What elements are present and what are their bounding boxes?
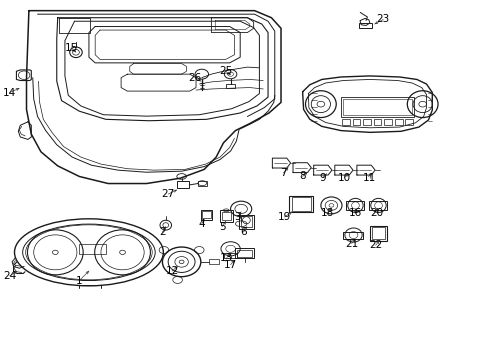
Bar [177,181,189,188]
Text: 5: 5 [219,221,226,231]
Bar [209,259,219,264]
Bar [241,216,252,227]
Bar [239,215,254,229]
Text: 24: 24 [3,271,16,281]
Text: 18: 18 [321,208,334,218]
Bar [343,231,363,239]
Bar [235,248,254,258]
Bar [342,119,350,125]
Text: 19: 19 [278,212,291,222]
Text: 20: 20 [370,208,384,218]
Text: 27: 27 [162,189,175,199]
Text: 16: 16 [349,208,362,218]
Bar [346,201,364,210]
Bar [220,210,233,222]
Bar [222,212,231,220]
Bar [237,249,252,257]
Bar [292,197,311,211]
Bar [226,84,235,88]
Bar [353,119,360,125]
Text: 22: 22 [369,240,382,250]
Bar [224,253,237,258]
Bar [343,99,412,116]
Bar [202,211,211,219]
Text: 14: 14 [3,87,16,98]
Bar [289,195,313,212]
Text: 11: 11 [363,172,376,183]
Bar [363,119,371,125]
Text: 17: 17 [224,260,237,270]
Text: 2: 2 [159,227,166,237]
Bar [198,181,207,186]
Text: 13: 13 [220,253,233,262]
Text: 6: 6 [240,227,247,237]
Bar [369,201,387,210]
Bar [370,226,387,241]
Bar [405,119,413,125]
Bar [395,119,402,125]
Text: 9: 9 [319,172,326,183]
Text: 7: 7 [280,168,287,178]
Text: 3: 3 [235,212,241,222]
Text: 23: 23 [377,14,390,24]
Text: 15: 15 [65,43,78,53]
Text: 25: 25 [219,66,232,76]
Text: 10: 10 [338,172,351,183]
Text: 4: 4 [198,219,205,229]
Text: 8: 8 [299,171,306,181]
Text: 26: 26 [189,73,202,83]
Bar [341,97,414,117]
Bar [374,119,381,125]
Bar [372,227,385,239]
Text: 1: 1 [76,275,83,285]
Bar [384,119,392,125]
Bar [201,210,212,220]
Text: 21: 21 [345,239,358,248]
Text: 12: 12 [166,266,179,276]
Bar [359,23,372,28]
Bar [79,243,106,254]
